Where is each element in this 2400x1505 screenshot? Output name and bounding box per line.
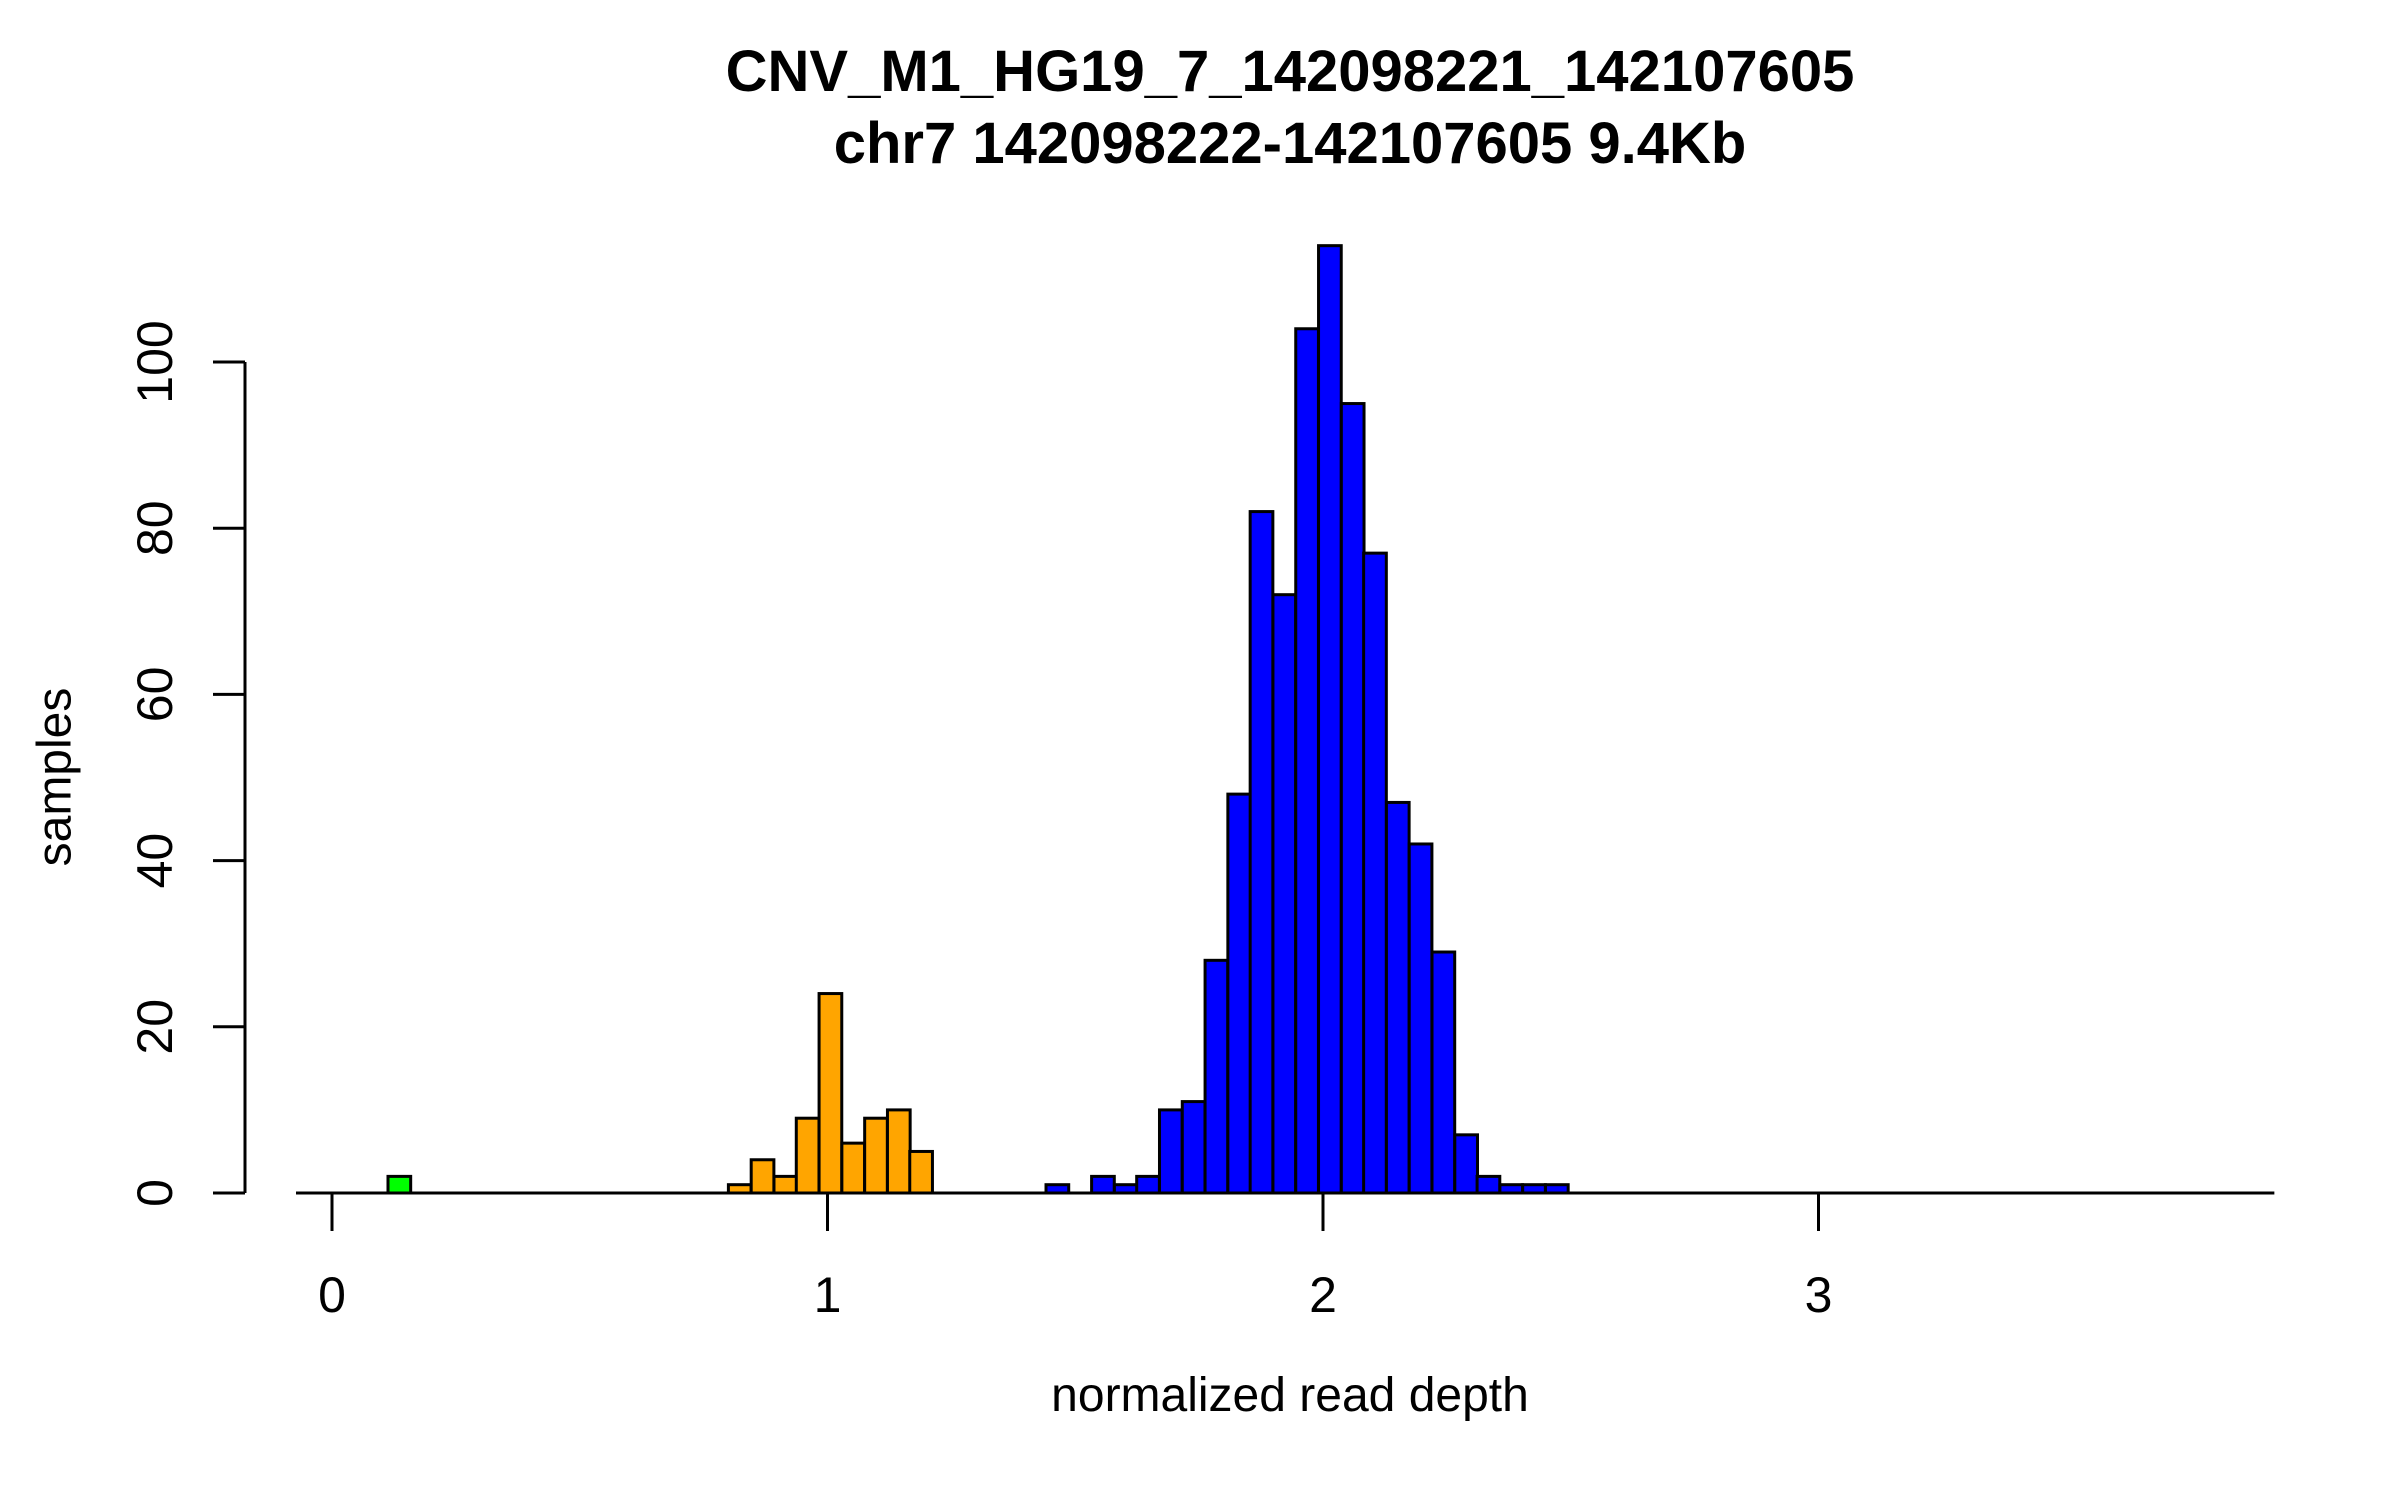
- histogram-bar: [749, 1158, 776, 1195]
- histogram-bar: [1543, 1183, 1570, 1195]
- histogram-bar: [1157, 1108, 1184, 1195]
- y-tick-label: 80: [127, 500, 183, 556]
- histogram-bar: [1430, 950, 1457, 1195]
- histogram-bar: [1226, 792, 1253, 1195]
- histogram-bar: [1248, 510, 1275, 1195]
- y-tick-label: 100: [127, 320, 183, 403]
- histogram-bar: [863, 1116, 889, 1195]
- x-axis-label: normalized read depth: [1051, 1369, 1529, 1422]
- histogram-bar: [772, 1174, 799, 1195]
- histogram-bar: [1271, 593, 1298, 1195]
- histogram-bar: [1203, 958, 1230, 1195]
- y-tick-label: 60: [127, 667, 183, 723]
- histogram-bar: [726, 1183, 753, 1195]
- histogram-bar: [1044, 1183, 1071, 1195]
- histogram-bar: [1384, 800, 1411, 1195]
- histogram-bar: [1475, 1174, 1502, 1195]
- histogram-bar: [1294, 327, 1320, 1195]
- histogram-bar: [1135, 1174, 1161, 1195]
- x-tick-label: 0: [318, 1267, 346, 1323]
- y-tick-label: 40: [127, 833, 183, 889]
- histogram-bar: [885, 1108, 912, 1195]
- x-tick-label: 2: [1309, 1267, 1337, 1323]
- histogram-bar: [1112, 1183, 1139, 1195]
- histogram-bar: [1180, 1100, 1207, 1195]
- histogram-bar: [1521, 1183, 1547, 1195]
- histogram-bar: [1362, 551, 1388, 1195]
- histogram-bar: [908, 1149, 934, 1195]
- histogram-bar: [817, 992, 844, 1195]
- histogram-bar: [840, 1141, 867, 1195]
- y-tick-label: 0: [127, 1179, 183, 1207]
- chart-title: CNV_M1_HG19_7_142098221_142107605: [725, 39, 1855, 104]
- y-axis-label: samples: [28, 687, 82, 867]
- histogram-bar: [794, 1116, 821, 1195]
- histogram-bar: [386, 1174, 413, 1195]
- x-tick-label: 3: [1805, 1267, 1833, 1323]
- histogram-bar: [1339, 402, 1366, 1195]
- chart-subtitle: chr7 142098222-142107605 9.4Kb: [833, 111, 1747, 176]
- histogram-bar: [1453, 1133, 1479, 1195]
- histogram-bar: [1407, 842, 1434, 1195]
- histogram-bar: [1498, 1183, 1525, 1195]
- histogram-bar: [1317, 244, 1343, 1195]
- histogram-bar: [1090, 1174, 1116, 1195]
- y-tick-label: 20: [127, 999, 183, 1055]
- x-tick-label: 1: [814, 1267, 842, 1323]
